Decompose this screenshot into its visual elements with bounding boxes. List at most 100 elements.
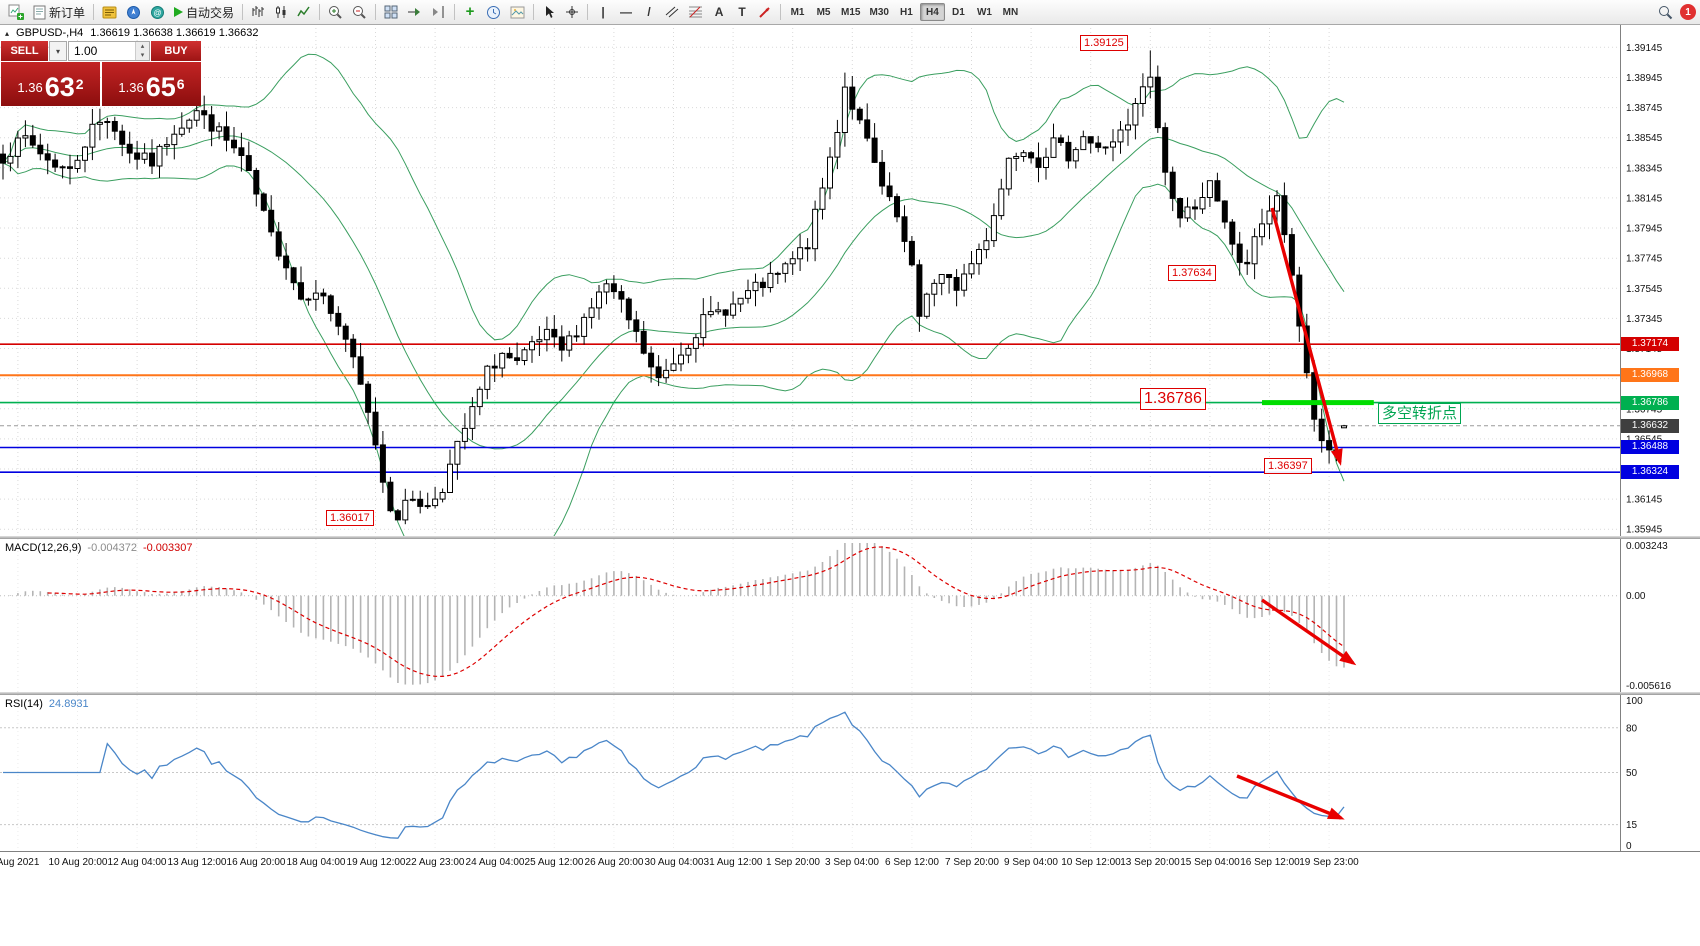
- notification-badge[interactable]: 1: [1680, 4, 1696, 20]
- price-axis-tick: 1.38545: [1626, 133, 1663, 144]
- annotation-pivot-note-cn[interactable]: 多空转折点: [1378, 403, 1462, 424]
- panel-splitter[interactable]: [0, 536, 1700, 539]
- label-button[interactable]: T: [731, 2, 753, 22]
- tile-windows-icon: [384, 5, 398, 19]
- timeframe-h4[interactable]: H4: [919, 3, 945, 21]
- trend-arrow[interactable]: [1261, 598, 1357, 666]
- candlestick-icon: [276, 6, 286, 18]
- search-button[interactable]: [1654, 2, 1677, 22]
- annotation-high-price[interactable]: 1.39125: [1080, 35, 1128, 51]
- fibonacci-button[interactable]: [684, 2, 707, 22]
- macd-signal-value: -0.003307: [142, 542, 193, 554]
- market-watch-button[interactable]: [98, 2, 121, 22]
- timeframe-m15[interactable]: M15: [837, 3, 864, 21]
- bar-chart-button[interactable]: [247, 2, 269, 22]
- main-chart-canvas[interactable]: 1.359451.361451.363451.365451.367451.369…: [0, 24, 1700, 536]
- annotation-recent-low[interactable]: 1.36397: [1264, 458, 1312, 474]
- horizontal-line-button[interactable]: —: [615, 2, 637, 22]
- auto-scroll-icon: [408, 8, 421, 16]
- time-axis-label: 22 Aug 23:00: [405, 857, 465, 868]
- time-axis-label: 30 Aug 04:00: [644, 857, 704, 868]
- candlestick-chart-button[interactable]: [270, 2, 292, 22]
- panel-splitter[interactable]: [0, 692, 1700, 695]
- chart-shift-button[interactable]: [427, 2, 450, 22]
- price-axis-tick: 1.35945: [1626, 525, 1663, 536]
- timeframe-d1[interactable]: D1: [946, 3, 971, 21]
- zoom-out-button[interactable]: [348, 2, 371, 22]
- macd-axis-label: -0.005616: [1626, 681, 1671, 692]
- price-axis-tick: 1.37945: [1626, 224, 1663, 235]
- macd-signal-line: [47, 546, 1345, 678]
- timeframe-h1[interactable]: H1: [894, 3, 919, 21]
- timeframe-mn[interactable]: MN: [998, 3, 1023, 21]
- line-chart-icon: [297, 6, 310, 17]
- timeframe-w1[interactable]: W1: [972, 3, 997, 21]
- vertical-line-button[interactable]: |: [592, 2, 614, 22]
- terminal-icon: @: [151, 5, 165, 19]
- volume-field: ▴ ▾: [68, 41, 150, 61]
- line-chart-button[interactable]: [293, 2, 315, 22]
- new-order-button[interactable]: 新订单: [29, 2, 89, 22]
- trendline-button[interactable]: /: [638, 2, 660, 22]
- trend-arrow[interactable]: [1236, 774, 1345, 820]
- macd-axis-label: 0.00: [1626, 591, 1646, 602]
- periods-button[interactable]: [482, 2, 505, 22]
- time-axis-label: 3 Sep 04:00: [825, 857, 879, 868]
- volume-down-button[interactable]: ▾: [136, 51, 149, 60]
- bid-price-button[interactable]: 1.36 63 2: [1, 62, 100, 106]
- channel-button[interactable]: [661, 2, 683, 22]
- navigator-icon: [127, 5, 141, 19]
- indicators-button[interactable]: +: [459, 2, 481, 22]
- annotation-august-low[interactable]: 1.36017: [326, 510, 374, 526]
- price-axis-tick: 1.37545: [1626, 284, 1663, 295]
- trade-options-dropdown[interactable]: ▾: [49, 41, 67, 61]
- annotation-swing-low[interactable]: 1.37634: [1168, 265, 1216, 281]
- time-axis-label: 9 Sep 04:00: [1004, 857, 1058, 868]
- autotrading-button[interactable]: 自动交易: [170, 2, 238, 22]
- time-axis-label: 16 Sep 12:00: [1240, 857, 1300, 868]
- rsi-value: 24.8931: [48, 698, 89, 710]
- ask-price-button[interactable]: 1.36 65 6: [102, 62, 201, 106]
- timeframe-m5[interactable]: M5: [811, 3, 836, 21]
- templates-button[interactable]: [506, 2, 529, 22]
- price-axis-tick: 1.38345: [1626, 163, 1663, 174]
- ask-point: 6: [176, 76, 185, 92]
- new-chart-button[interactable]: [4, 2, 28, 22]
- price-axis-tick: 1.36545: [1626, 434, 1663, 445]
- collapse-panel-icon[interactable]: ▴: [5, 28, 10, 38]
- sell-button[interactable]: SELL: [1, 41, 48, 61]
- buy-button[interactable]: BUY: [151, 41, 201, 61]
- annotation-pivot-price[interactable]: 1.36786: [1140, 388, 1206, 410]
- volume-up-button[interactable]: ▴: [136, 42, 149, 51]
- timeframe-m1[interactable]: M1: [785, 3, 810, 21]
- volume-input[interactable]: [69, 42, 135, 60]
- rsi-canvas[interactable]: 100 80 50 15 0: [0, 695, 1700, 851]
- rsi-name: RSI(14): [5, 698, 43, 710]
- navigator-button[interactable]: [122, 2, 145, 22]
- arrows-tool-button[interactable]: [754, 2, 776, 22]
- price-axis-tick: 1.37345: [1626, 314, 1663, 325]
- time-axis-label: 24 Aug 04:00: [465, 857, 525, 868]
- symbol-period-label: GBPUSD-,H4: [16, 27, 84, 39]
- time-axis-label: 7 Sep 20:00: [945, 857, 999, 868]
- fibonacci-icon: [689, 6, 703, 18]
- macd-canvas[interactable]: 0.003243 0.00 -0.005616: [0, 539, 1700, 692]
- terminal-button[interactable]: @: [146, 2, 169, 22]
- trend-arrow[interactable]: [1270, 207, 1343, 466]
- horizontal-levels[interactable]: [0, 343, 1620, 474]
- crosshair-button[interactable]: [561, 2, 583, 22]
- timeframe-m30[interactable]: M30: [865, 3, 892, 21]
- toolbar-separator: [587, 4, 589, 20]
- time-axis-label: 1 Sep 20:00: [766, 857, 820, 868]
- pivot-line-segment[interactable]: [1262, 400, 1374, 406]
- text-button[interactable]: A: [708, 2, 730, 22]
- zoom-in-button[interactable]: [324, 2, 347, 22]
- price-axis-tick: 1.38745: [1626, 103, 1663, 114]
- time-axis-label: 6 Sep 12:00: [885, 857, 939, 868]
- tile-windows-button[interactable]: [380, 2, 402, 22]
- ask-pips: 65: [145, 72, 176, 102]
- cursor-button[interactable]: [538, 2, 560, 22]
- rsi-line: [3, 711, 1345, 839]
- auto-scroll-button[interactable]: [403, 2, 426, 22]
- time-axis-label: 10 Aug 20:00: [48, 857, 108, 868]
